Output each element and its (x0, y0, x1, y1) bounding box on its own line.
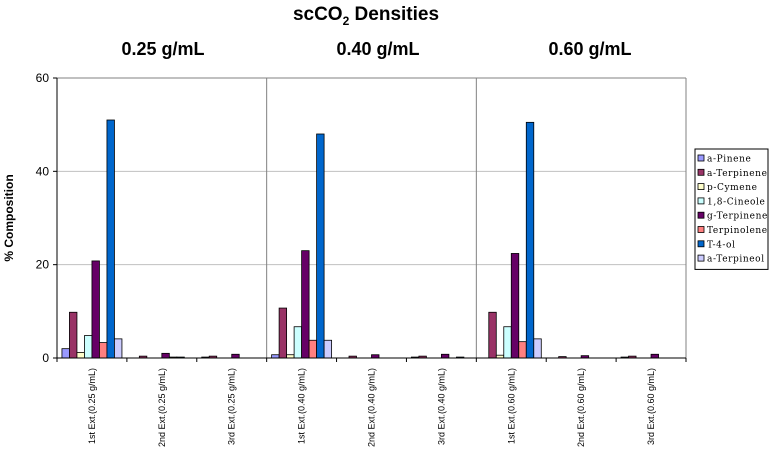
bar-t-4-ol-6 (525, 121, 535, 359)
bar-terpinolene-3 (308, 339, 318, 359)
bars (61, 119, 659, 359)
bar-g-terpinene-6 (510, 253, 520, 359)
x-category-label-6: 1st Ext.(0.60 g/mL) (506, 368, 516, 444)
legend-swatch-7 (697, 254, 705, 262)
group-label-0: 0.25 g/mL (121, 39, 204, 59)
bar-a-terpineol-6 (533, 338, 542, 359)
legend-label-0: a-Pinene (707, 155, 751, 165)
y-tick-label-60: 60 (36, 71, 50, 85)
gridlines (57, 77, 687, 359)
legend-label-4: g-Terpinene (707, 212, 768, 222)
bar-a-terpineol-0 (114, 338, 123, 359)
legend-swatch-3 (697, 197, 705, 205)
bar-g-terpinene-3 (301, 250, 310, 359)
legend-swatch-1 (697, 168, 705, 176)
bar-a-terpinene-3 (278, 307, 288, 359)
legend-label-3: 1,8-Cineole (707, 197, 765, 207)
legend: a-Pinene a-Terpinene p-Cymene 1,8-Cineole g-… (694, 148, 769, 270)
legend-swatch-6 (697, 240, 705, 248)
y-tick-label-40: 40 (36, 164, 50, 178)
legend-label-5: Terpinolene (707, 226, 768, 236)
y-axis-label: % Composition (2, 174, 16, 261)
axes: 0 20 40 60 1st Ext.(0.25 g/mL) 2nd Ext.(0.25 … (36, 71, 687, 447)
bar-p-cymene-0 (76, 351, 85, 359)
legend-swatch-4 (697, 211, 705, 219)
bar-g-terpinene-8 (650, 353, 659, 359)
legend-swatch-0 (697, 154, 705, 162)
legend-label-6: T-4-ol (707, 240, 736, 250)
bar-t-4-ol-3 (316, 133, 325, 359)
bar-a-pinene-0 (61, 348, 70, 359)
bar-g-terpinene-2 (231, 353, 240, 359)
x-category-label-8: 3rd Ext.(0.60 g/mL) (646, 368, 656, 445)
bar-terpinolene-0 (99, 342, 108, 359)
chart-title-rest: Densities (349, 4, 439, 25)
x-category-label-5: 3rd Ext.(0.40 g/mL) (436, 368, 446, 445)
group-label-1: 0.40 g/mL (336, 39, 419, 59)
chart-title: scCO2 Densities (293, 4, 439, 28)
bar-1-8-cineole-0 (84, 335, 93, 359)
chart-title-main: scCO (293, 4, 343, 25)
bar-1-8-cineole-6 (503, 326, 512, 359)
legend-label-7: a-Terpineol (707, 255, 765, 265)
x-category-label-7: 2nd Ext.(0.60 g/mL) (576, 368, 586, 447)
y-tick-label-0: 0 (42, 351, 49, 365)
y-tick-label-20: 20 (36, 258, 50, 272)
bar-a-terpinene-0 (69, 311, 78, 359)
legend-swatch-2 (697, 183, 705, 191)
group-label-2: 0.60 g/mL (548, 39, 631, 59)
legend-label-2: p-Cymene (707, 183, 758, 193)
bar-g-terpinene-1 (161, 352, 170, 359)
x-category-label-4: 2nd Ext.(0.40 g/mL) (367, 368, 377, 447)
bar-a-terpinene-6 (488, 311, 497, 359)
x-category-label-0: 1st Ext.(0.25 g/mL) (87, 368, 97, 444)
chart-title-subscript: 2 (343, 14, 350, 28)
legend-label-1: a-Terpinene (707, 169, 768, 179)
bar-g-terpinene-0 (91, 260, 100, 359)
bar-terpinolene-6 (518, 341, 527, 359)
legend-swatch-5 (697, 226, 705, 233)
x-category-label-1: 2nd Ext.(0.25 g/mL) (157, 368, 167, 447)
bar-a-terpineol-3 (323, 339, 333, 359)
bar-1-8-cineole-3 (293, 326, 303, 359)
legend-box (694, 148, 769, 270)
bar-t-4-ol-0 (106, 119, 115, 359)
x-category-label-3: 1st Ext.(0.40 g/mL) (297, 368, 307, 444)
x-category-label-2: 3rd Ext.(0.25 g/mL) (227, 368, 237, 445)
bar-g-terpinene-5 (440, 353, 450, 359)
